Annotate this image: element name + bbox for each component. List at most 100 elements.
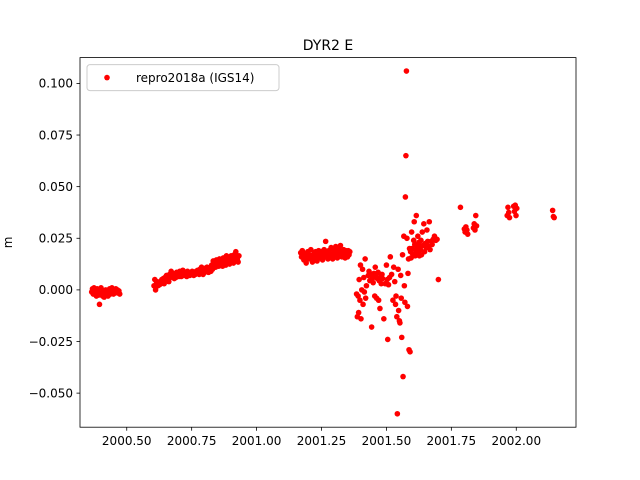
data-point: [379, 275, 386, 282]
data-point: [233, 248, 239, 255]
data-point: [395, 266, 401, 273]
data-point: [506, 214, 513, 221]
data-point: [419, 229, 426, 235]
data-point: [413, 212, 420, 219]
data-point: [397, 272, 404, 279]
data-point: [392, 301, 399, 308]
data-point: [379, 271, 385, 278]
x-tick-label: 2000.75: [167, 434, 217, 448]
data-point: [400, 373, 406, 380]
data-point: [387, 254, 394, 260]
data-point: [398, 334, 405, 341]
data-point: [417, 246, 424, 253]
data-point: [98, 285, 104, 291]
data-point: [362, 256, 368, 262]
data-point: [377, 305, 383, 312]
x-tick-label: 2001.25: [297, 434, 347, 448]
y-tick-label: 0.025: [39, 232, 73, 246]
x-axis-ticks: 2000.50 2000.75 2001.00 2001.25 2001.50 2001.…: [102, 427, 541, 448]
data-point: [362, 295, 369, 301]
data-point: [391, 278, 398, 285]
data-point: [397, 320, 403, 326]
data-point: [359, 266, 366, 273]
x-tick-label: 2002.00: [491, 434, 541, 448]
data-point: [370, 279, 376, 286]
data-point: [361, 274, 367, 281]
data-point: [398, 295, 405, 301]
data-point: [393, 293, 399, 299]
data-point: [303, 260, 309, 266]
y-tick-label: 0.100: [39, 77, 73, 91]
data-point: [368, 324, 375, 330]
data-point: [426, 218, 433, 225]
data-point: [434, 236, 440, 243]
data-point: [347, 248, 353, 255]
data-point: [403, 68, 410, 74]
data-point: [408, 229, 415, 235]
legend-marker: [104, 74, 110, 81]
data-point: [405, 270, 411, 277]
data-point: [435, 276, 442, 283]
axes-frame: [79, 57, 577, 428]
data-point: [363, 282, 370, 289]
x-tick-label: 2001.75: [427, 434, 477, 448]
data-point: [355, 309, 362, 316]
data-point: [361, 289, 368, 295]
data-point: [473, 223, 480, 229]
data-point: [308, 246, 314, 253]
legend-box: [86, 64, 280, 92]
y-axis-ticks: −0.050 −0.025 0.000 0.025 0.050 0.075 0.100: [29, 77, 80, 400]
data-point: [337, 242, 344, 249]
data-point: [381, 316, 387, 322]
data-point: [505, 204, 511, 211]
y-tick-label: 0.075: [39, 128, 73, 142]
data-point: [375, 297, 382, 304]
data-point: [402, 299, 408, 306]
data-point: [429, 241, 435, 248]
data-point: [322, 238, 329, 245]
y-axis-label: m: [1, 237, 15, 249]
data-point: [388, 271, 395, 278]
data-point: [357, 262, 364, 268]
data-point: [399, 251, 406, 258]
y-tick-label: 0.050: [39, 180, 73, 194]
data-point: [394, 313, 400, 320]
chart-title: DYR2 E: [303, 38, 354, 54]
data-point: [357, 297, 363, 304]
data-point: [152, 287, 159, 293]
data-point: [402, 194, 409, 200]
data-point: [464, 231, 471, 237]
data-point: [513, 212, 519, 219]
data-point: [356, 276, 362, 283]
data-point: [401, 282, 408, 289]
data-point: [372, 264, 379, 270]
x-tick-label: 2001.00: [232, 434, 282, 448]
data-point: [383, 262, 390, 268]
data-point: [358, 316, 364, 322]
data-point: [551, 214, 557, 221]
legend-entry: repro2018a (IGS14): [136, 71, 254, 85]
data-point: [505, 209, 512, 216]
x-tick-label: 2000.50: [102, 434, 152, 448]
data-point: [472, 212, 479, 219]
y-tick-label: 0.000: [39, 283, 73, 297]
data-point: [390, 264, 397, 270]
data-point: [360, 301, 366, 308]
data-point: [385, 281, 392, 288]
data-point: [235, 259, 241, 265]
data-point: [421, 221, 427, 227]
data-point: [407, 349, 413, 355]
data-point: [403, 152, 409, 159]
data-point: [513, 205, 520, 212]
data-point: [427, 246, 433, 253]
data-point: [390, 297, 396, 304]
data-point: [384, 336, 391, 343]
data-point: [549, 207, 556, 214]
data-point: [395, 307, 402, 314]
data-point: [424, 227, 430, 233]
data-point: [378, 280, 385, 287]
x-tick-label: 2001.50: [362, 434, 412, 448]
data-point: [404, 303, 411, 310]
data-point: [418, 237, 424, 244]
